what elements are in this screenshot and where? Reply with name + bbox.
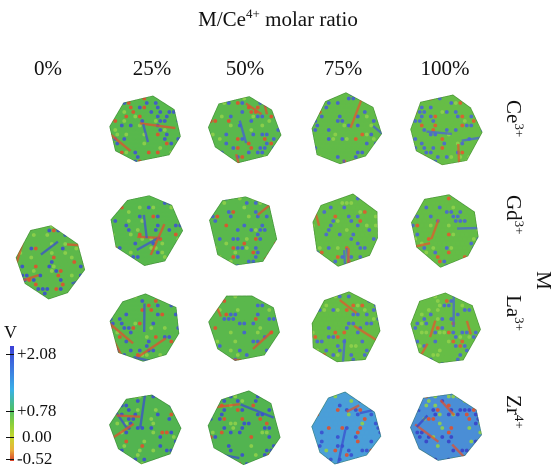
side-label-m: M — [531, 271, 556, 290]
nanoparticle-r3-c1 — [105, 388, 185, 468]
row-label-gd: Gd3+ — [501, 195, 527, 235]
column-header-50: 50% — [205, 56, 285, 81]
colorbar-gradient — [10, 346, 14, 461]
row-label-ce: Ce3+ — [501, 100, 527, 137]
nanoparticle-r2-c4 — [405, 288, 485, 368]
colorbar-tick-mark — [6, 437, 14, 438]
row-label-la: La3+ — [501, 295, 527, 331]
nanoparticle-r1-c1 — [105, 190, 185, 270]
colorbar-tick-zero: 0.00 — [22, 427, 52, 447]
nanoparticle-r1-c3 — [305, 190, 385, 270]
nanoparticle-r2-c2 — [205, 288, 285, 368]
colorbar-tick-max: +2.08 — [17, 344, 56, 364]
nanoparticle-r3-c3 — [305, 388, 385, 468]
title-suffix: molar ratio — [260, 7, 358, 31]
nanoparticle-r0-c4 — [405, 90, 485, 170]
figure-title: M/Ce4+ molar ratio — [0, 6, 556, 32]
title-prefix: M/Ce — [198, 7, 246, 31]
colorbar-title: V — [4, 322, 17, 343]
title-sup: 4+ — [246, 6, 260, 21]
nanoparticle-r1-c2 — [205, 190, 285, 270]
column-header-25: 25% — [112, 56, 192, 81]
nanoparticle-ceo2 — [10, 222, 90, 302]
nanoparticle-r3-c2 — [205, 388, 285, 468]
nanoparticle-r0-c1 — [105, 90, 185, 170]
nanoparticle-r2-c3 — [305, 288, 385, 368]
colorbar-tick-mark — [6, 411, 14, 412]
nanoparticle-r1-c4 — [405, 190, 485, 270]
colorbar-tick-min: -0.52 — [17, 449, 52, 469]
colorbar-tick-mid: +0.78 — [17, 401, 56, 421]
colorbar-tick-mark — [6, 459, 14, 460]
nanoparticle-r3-c4 — [405, 388, 485, 468]
column-header-0: 0% — [8, 56, 88, 81]
column-header-75: 75% — [303, 56, 383, 81]
colorbar-tick-mark — [6, 354, 14, 355]
nanoparticle-r0-c3 — [305, 90, 385, 170]
nanoparticle-r0-c2 — [205, 90, 285, 170]
row-label-zr: Zr4+ — [501, 395, 527, 429]
column-header-100: 100% — [405, 56, 485, 81]
nanoparticle-r2-c1 — [105, 288, 185, 368]
